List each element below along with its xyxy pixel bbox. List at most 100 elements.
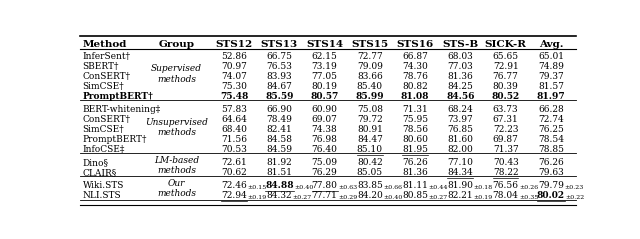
Text: 76.77: 76.77 [493, 72, 518, 81]
Text: 83.66: 83.66 [357, 72, 383, 81]
Text: 76.29: 76.29 [312, 168, 337, 177]
Text: ±0.40: ±0.40 [383, 195, 403, 200]
Text: 70.43: 70.43 [493, 158, 518, 167]
Text: 82.00: 82.00 [447, 145, 473, 154]
Text: 60.90: 60.90 [312, 105, 337, 114]
Text: 74.07: 74.07 [221, 72, 247, 81]
Text: Wiki.STS: Wiki.STS [83, 181, 124, 190]
Text: 70.62: 70.62 [221, 168, 247, 177]
Text: 75.09: 75.09 [312, 158, 337, 167]
Text: 75.95: 75.95 [402, 115, 428, 124]
Text: 80.02: 80.02 [537, 191, 565, 200]
Text: 63.73: 63.73 [493, 105, 518, 114]
Text: STS14: STS14 [306, 40, 343, 49]
Text: STS-B: STS-B [442, 40, 479, 49]
Text: ±0.15: ±0.15 [248, 185, 267, 190]
Text: 75.08: 75.08 [357, 105, 383, 114]
Text: 71.37: 71.37 [493, 145, 518, 154]
Text: 66.90: 66.90 [266, 105, 292, 114]
Text: 76.53: 76.53 [266, 62, 292, 71]
Text: 65.01: 65.01 [538, 52, 564, 60]
Text: SBERT†: SBERT† [83, 62, 119, 71]
Text: 83.85: 83.85 [357, 181, 383, 190]
Text: 72.91: 72.91 [493, 62, 518, 71]
Text: Supervised
methods: Supervised methods [151, 64, 202, 84]
Text: 81.95: 81.95 [402, 145, 428, 154]
Text: 76.26: 76.26 [402, 158, 428, 167]
Text: ±0.63: ±0.63 [338, 185, 357, 190]
Text: 67.31: 67.31 [493, 115, 518, 124]
Text: 76.56: 76.56 [493, 181, 518, 190]
Text: 81.60: 81.60 [447, 135, 474, 144]
Text: 57.83: 57.83 [221, 105, 247, 114]
Text: ±0.23: ±0.23 [564, 185, 584, 190]
Text: 85.10: 85.10 [357, 145, 383, 154]
Text: 78.76: 78.76 [402, 72, 428, 81]
Text: 72.77: 72.77 [357, 52, 383, 60]
Text: 84.20: 84.20 [357, 191, 383, 200]
Text: 85.99: 85.99 [356, 92, 384, 101]
Text: 65.65: 65.65 [493, 52, 518, 60]
Text: 72.61: 72.61 [221, 158, 247, 167]
Text: 74.30: 74.30 [402, 62, 428, 71]
Text: ±0.40: ±0.40 [294, 185, 314, 190]
Text: 82.21: 82.21 [447, 191, 473, 200]
Text: 84.32: 84.32 [266, 191, 292, 200]
Text: 81.92: 81.92 [266, 158, 292, 167]
Text: 66.75: 66.75 [266, 52, 292, 60]
Text: ±0.27: ±0.27 [429, 195, 448, 200]
Text: 80.60: 80.60 [402, 135, 428, 144]
Text: 81.97: 81.97 [536, 92, 565, 101]
Text: 68.24: 68.24 [447, 105, 473, 114]
Text: 66.87: 66.87 [402, 52, 428, 60]
Text: 80.19: 80.19 [312, 82, 337, 91]
Text: ConSERT†: ConSERT† [83, 72, 131, 81]
Text: 69.87: 69.87 [493, 135, 518, 144]
Text: 64.64: 64.64 [221, 115, 247, 124]
Text: 75.48: 75.48 [220, 92, 248, 101]
Text: 76.40: 76.40 [312, 145, 337, 154]
Text: 77.03: 77.03 [447, 62, 473, 71]
Text: Group: Group [159, 40, 195, 49]
Text: STS15: STS15 [351, 40, 388, 49]
Text: 76.98: 76.98 [312, 135, 337, 144]
Text: 76.25: 76.25 [538, 125, 564, 134]
Text: ±0.19: ±0.19 [248, 195, 267, 200]
Text: 80.52: 80.52 [492, 92, 520, 101]
Text: ±0.26: ±0.26 [519, 185, 538, 190]
Text: 76.26: 76.26 [538, 158, 564, 167]
Text: 72.94: 72.94 [221, 191, 247, 200]
Text: Unsupervised
methods: Unsupervised methods [145, 118, 208, 137]
Text: 84.88: 84.88 [265, 181, 294, 190]
Text: 77.05: 77.05 [312, 72, 337, 81]
Text: 84.25: 84.25 [447, 82, 474, 91]
Text: 69.07: 69.07 [312, 115, 337, 124]
Text: 80.39: 80.39 [493, 82, 518, 91]
Text: 70.53: 70.53 [221, 145, 247, 154]
Text: 81.08: 81.08 [401, 92, 429, 101]
Text: 52.86: 52.86 [221, 52, 247, 60]
Text: CLAIR§: CLAIR§ [83, 168, 116, 177]
Text: 68.40: 68.40 [221, 125, 247, 134]
Text: 81.11: 81.11 [402, 181, 428, 190]
Text: Method: Method [83, 40, 127, 49]
Text: 79.79: 79.79 [538, 181, 564, 190]
Text: 85.59: 85.59 [265, 92, 294, 101]
Text: SICK-R: SICK-R [484, 40, 527, 49]
Text: 81.36: 81.36 [402, 168, 428, 177]
Text: InfoCSE‡: InfoCSE‡ [83, 145, 125, 154]
Text: 79.72: 79.72 [357, 115, 383, 124]
Text: 80.42: 80.42 [357, 158, 383, 167]
Text: 84.47: 84.47 [357, 135, 383, 144]
Text: InferSent†: InferSent† [83, 52, 131, 60]
Text: 82.41: 82.41 [266, 125, 292, 134]
Text: STS16: STS16 [397, 40, 434, 49]
Text: 78.85: 78.85 [538, 145, 564, 154]
Text: 73.97: 73.97 [447, 115, 473, 124]
Text: Avg.: Avg. [539, 40, 563, 49]
Text: 72.46: 72.46 [221, 181, 247, 190]
Text: 71.31: 71.31 [402, 105, 428, 114]
Text: ±0.19: ±0.19 [474, 195, 493, 200]
Text: 74.38: 74.38 [312, 125, 337, 134]
Text: 81.51: 81.51 [266, 168, 292, 177]
